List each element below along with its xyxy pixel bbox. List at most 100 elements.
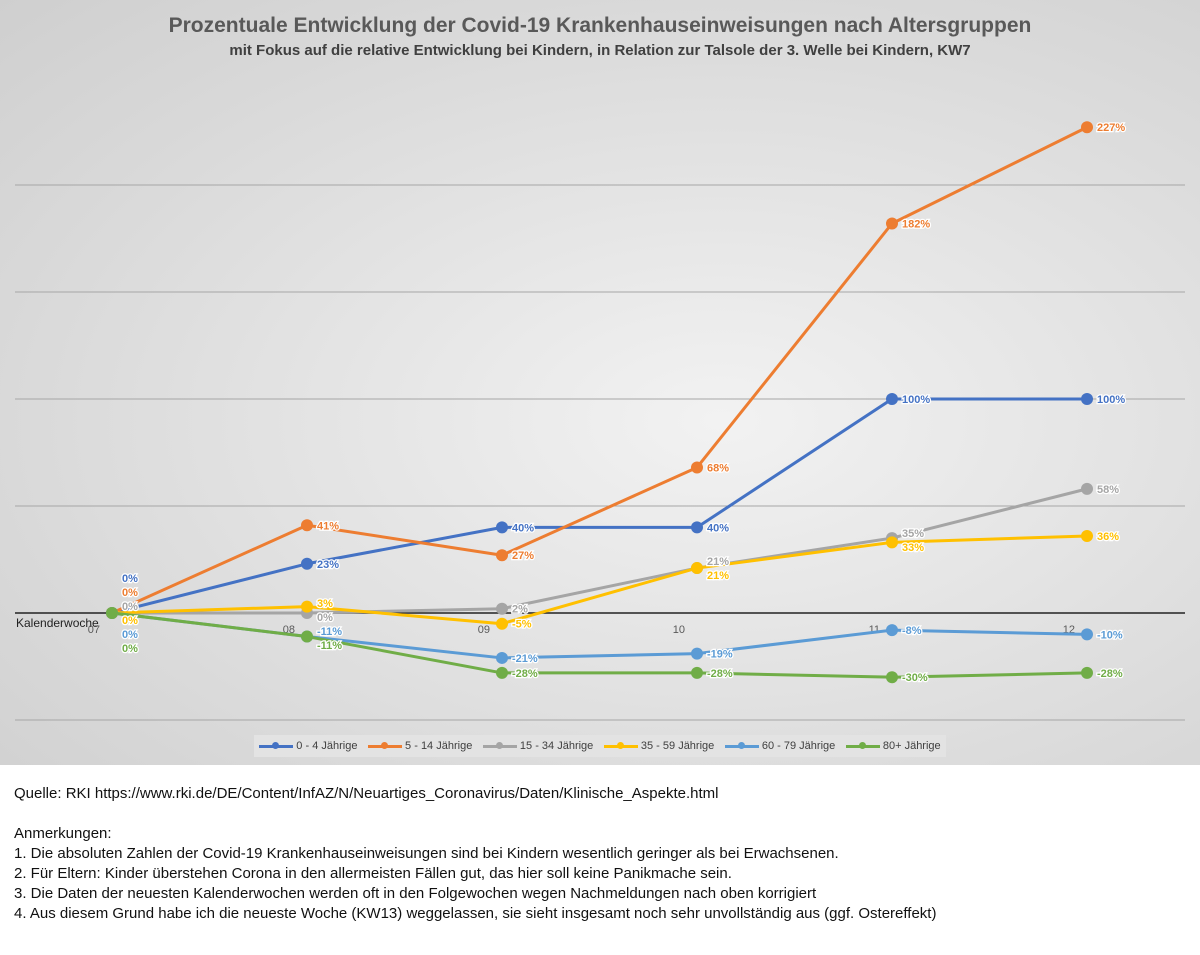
data-point [1081, 121, 1093, 134]
data-point [886, 624, 898, 637]
data-label: 100% [902, 394, 930, 406]
data-label: 0% [122, 601, 138, 613]
data-point [301, 600, 313, 613]
data-point [691, 461, 703, 474]
data-label: 227% [1097, 122, 1125, 134]
legend-item: 5 - 14 Jährige [368, 740, 472, 752]
data-label: -11% [317, 640, 342, 652]
legend-swatch [845, 742, 880, 749]
x-axis-label: Kalenderwoche [16, 616, 99, 630]
data-label: 0% [122, 573, 138, 585]
legend-item: 35 - 59 Jährige [603, 740, 715, 752]
data-point [496, 521, 508, 534]
x-tick-label: 11 [869, 624, 880, 636]
data-point [886, 671, 898, 684]
source-text: Quelle: RKI https://www.rki.de/DE/Conten… [14, 785, 719, 802]
note-item: 3. Die Daten der neuesten Kalenderwochen… [14, 885, 817, 902]
legend-swatch [724, 742, 759, 749]
chart-subtitle: mit Fokus auf die relative Entwicklung b… [229, 42, 971, 59]
data-label: 27% [512, 550, 534, 562]
data-label: 0% [317, 612, 333, 624]
data-point [691, 521, 703, 534]
data-label: 100% [1097, 394, 1125, 406]
data-label: 21% [707, 570, 729, 582]
data-label: 3% [317, 598, 333, 610]
series-line [111, 611, 1088, 679]
legend-label: 0 - 4 Jährige [296, 740, 358, 752]
data-label: 40% [512, 522, 534, 534]
data-point [691, 666, 703, 679]
data-label: 36% [1097, 531, 1119, 543]
data-label: 68% [707, 462, 729, 474]
series-line [112, 487, 1088, 615]
data-label: 58% [1097, 484, 1119, 496]
data-label: 2% [512, 604, 528, 616]
data-point [691, 647, 703, 660]
data-label: 40% [707, 522, 729, 534]
series-line [111, 125, 1088, 615]
chart-title: Prozentuale Entwicklung der Covid-19 Kra… [168, 14, 1032, 37]
data-point [1081, 393, 1093, 405]
data-point [1081, 666, 1093, 679]
data-label: 33% [902, 542, 924, 554]
data-label: 35% [902, 528, 924, 540]
x-tick-label: 07 [88, 624, 100, 636]
legend-label: 80+ Jährige [882, 740, 941, 752]
series-line [111, 397, 1087, 615]
data-label: -19% [707, 649, 733, 661]
data-label: -10% [1097, 629, 1123, 641]
chart-area: Prozentuale Entwicklung der Covid-19 Kra… [0, 0, 1200, 765]
data-point [886, 217, 898, 230]
note-item: 2. Für Eltern: Kinder überstehen Corona … [14, 865, 732, 882]
note-item: 1. Die absoluten Zahlen der Covid-19 Kra… [14, 845, 839, 862]
legend-item: 80+ Jährige [845, 740, 941, 752]
data-point [496, 666, 508, 679]
data-point [886, 393, 898, 405]
legend-item: 15 - 34 Jährige [482, 740, 593, 752]
data-point [496, 617, 508, 630]
data-point [1081, 628, 1093, 641]
data-point [496, 651, 508, 664]
legend-label: 60 - 79 Jährige [761, 740, 836, 752]
data-point [106, 607, 118, 619]
data-point [1081, 482, 1093, 495]
data-label: 41% [317, 520, 339, 532]
data-label: -28% [707, 668, 733, 680]
data-label: 23% [317, 559, 339, 571]
notes: Quelle: RKI https://www.rki.de/DE/Conten… [14, 784, 936, 924]
data-label: -5% [512, 619, 532, 631]
data-point [886, 536, 898, 549]
data-label: 0% [122, 587, 138, 599]
legend-swatch [482, 742, 517, 749]
series-line [111, 611, 1088, 660]
data-point [691, 562, 703, 575]
data-label: -28% [512, 668, 538, 680]
data-label: 0% [122, 643, 138, 655]
data-point [301, 630, 313, 643]
data-label: -8% [902, 625, 922, 637]
data-point [1081, 529, 1093, 542]
data-label: -21% [512, 653, 538, 665]
data-point [496, 602, 508, 615]
data-label: 0% [122, 615, 138, 627]
legend-item: 60 - 79 Jährige [724, 740, 836, 752]
legend-swatch [259, 742, 294, 749]
data-point [301, 519, 313, 532]
data-label: 182% [902, 219, 930, 231]
data-label: 0% [122, 629, 138, 641]
data-point [496, 549, 508, 562]
legend-item: 0 - 4 Jährige [259, 740, 357, 752]
notes-heading: Anmerkungen: [14, 825, 112, 842]
data-label: 21% [707, 556, 729, 568]
data-point [301, 557, 313, 570]
note-item: 4. Aus diesem Grund habe ich die neueste… [14, 905, 937, 922]
chart-legend: 0 - 4 Jährige 5 - 14 Jährige 15 - 34 Jähri… [254, 735, 946, 757]
legend-label: 35 - 59 Jährige [640, 740, 715, 752]
legend-label: 5 - 14 Jährige [405, 740, 473, 752]
x-tick-label: 10 [673, 624, 685, 636]
legend-swatch [603, 742, 638, 749]
x-tick-label: 09 [478, 624, 490, 636]
legend-swatch [368, 742, 403, 749]
data-label: -30% [902, 672, 928, 684]
